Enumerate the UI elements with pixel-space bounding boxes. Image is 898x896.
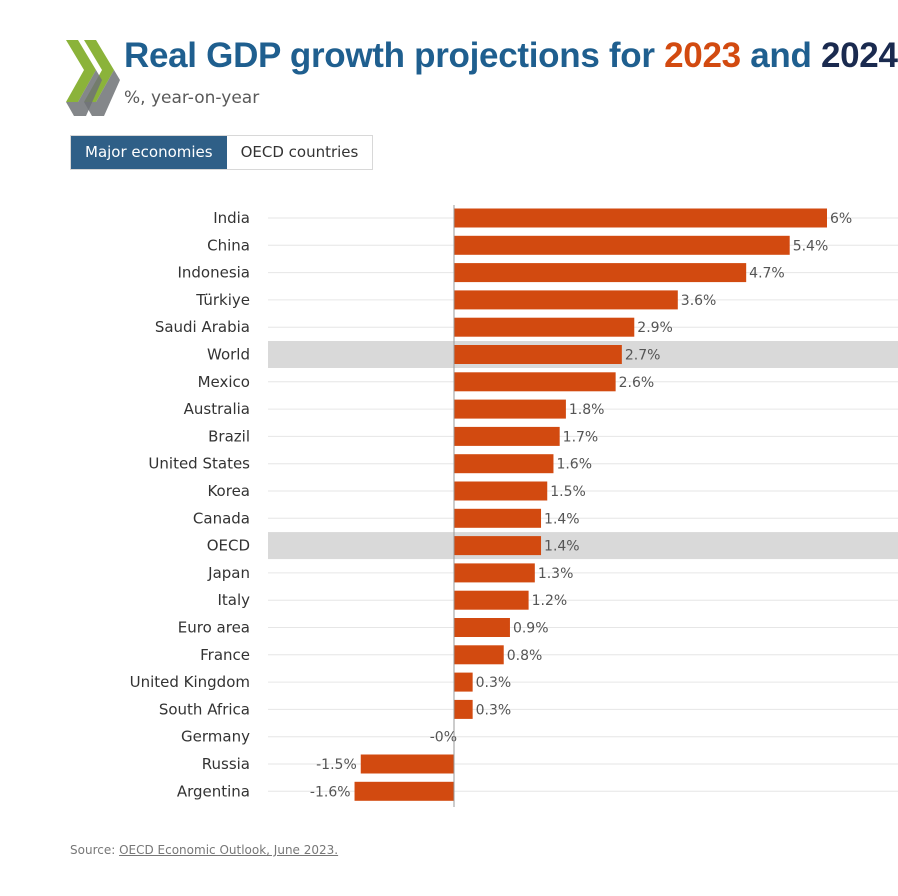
category-label: Russia (202, 755, 250, 773)
data-label: 0.8% (507, 648, 543, 664)
bar-russia (360, 754, 454, 774)
category-label: India (213, 209, 250, 227)
category-label: Italy (217, 591, 250, 609)
data-label: 3.6% (681, 293, 717, 309)
bar-india (454, 208, 827, 228)
data-label: 4.7% (749, 266, 785, 282)
data-label: 0.3% (476, 675, 512, 691)
bar-france (454, 645, 504, 665)
data-label: 1.6% (556, 457, 592, 473)
bar-italy (454, 590, 529, 610)
category-label: United Kingdom (130, 673, 250, 691)
data-label: -1.6% (310, 784, 351, 800)
data-label: 0.3% (476, 702, 512, 718)
category-label: Brazil (208, 427, 250, 445)
gdp-bar-chart: India 6% China 5.4% Indonesia 4.7% Türkiye 3.6%… (130, 205, 898, 807)
title-year-2023: 2023 (664, 36, 741, 75)
bar-australia (454, 399, 566, 419)
data-label: 1.4% (544, 539, 580, 555)
data-label: 2.9% (637, 320, 673, 336)
category-label: Canada (193, 509, 250, 527)
bar-south-africa (454, 699, 473, 719)
data-label: 2.6% (619, 375, 655, 391)
category-label: United States (148, 455, 250, 473)
bar-argentina (354, 781, 454, 801)
data-label: 1.2% (532, 593, 568, 609)
category-label: Argentina (177, 782, 250, 800)
category-label: Japan (207, 564, 250, 582)
data-label: 0.9% (513, 621, 549, 637)
tab-major-economies[interactable]: Major economies (71, 136, 227, 169)
data-label: 2.7% (625, 348, 661, 364)
bar-korea (454, 481, 548, 501)
category-label: Korea (207, 482, 250, 500)
bar-oecd (454, 536, 542, 556)
title-year-2024: 2024 (820, 36, 898, 75)
chart-title: Real GDP growth projections for 2023 and… (124, 36, 898, 76)
bar-indonesia (454, 263, 747, 283)
bar-japan (454, 563, 535, 583)
data-label: 1.4% (544, 511, 580, 527)
data-label: 1.8% (569, 402, 605, 418)
chart-subtitle: %, year-on-year (124, 88, 260, 108)
category-label: Türkiye (195, 291, 250, 309)
view-tabs: Major economies OECD countries (70, 135, 374, 170)
data-label: -0% (430, 730, 457, 746)
bar-united-kingdom (454, 672, 473, 692)
oecd-logo-chevron-icon (66, 40, 120, 116)
category-label: Mexico (198, 373, 250, 391)
data-label: -1.5% (316, 757, 357, 773)
category-label: Germany (181, 728, 250, 746)
bar-world (454, 345, 622, 364)
bar-saudi-arabia (454, 317, 635, 337)
bar-t-rkiye (454, 290, 678, 310)
title-and: and (740, 36, 821, 75)
category-label: Indonesia (177, 264, 250, 282)
category-label: OECD (207, 537, 250, 555)
source-prefix: Source: (70, 843, 120, 857)
data-label: 5.4% (793, 238, 829, 254)
bar-china (454, 235, 790, 255)
data-label: 1.3% (538, 566, 574, 582)
data-label: 1.5% (550, 484, 586, 500)
bar-mexico (454, 372, 616, 392)
bar-canada (454, 508, 542, 528)
title-prefix: Real GDP growth projections for (124, 36, 665, 75)
category-label: Australia (184, 400, 250, 418)
bar-united-states (454, 454, 554, 474)
data-label: 6% (830, 211, 852, 227)
category-label: World (207, 346, 250, 364)
source-note: Source: OECD Economic Outlook, June 2023… (70, 843, 338, 857)
data-label: 1.7% (563, 429, 599, 445)
highlight-row-oecd (268, 532, 898, 560)
category-label: France (200, 646, 250, 664)
bar-brazil (454, 426, 560, 446)
tab-oecd-countries[interactable]: OECD countries (226, 136, 373, 169)
category-label: Euro area (178, 619, 250, 637)
source-link[interactable]: OECD Economic Outlook, June 2023. (119, 843, 339, 857)
category-label: China (207, 236, 250, 254)
bar-euro-area (454, 618, 510, 637)
category-label: Saudi Arabia (155, 318, 250, 336)
category-label: South Africa (159, 700, 250, 718)
